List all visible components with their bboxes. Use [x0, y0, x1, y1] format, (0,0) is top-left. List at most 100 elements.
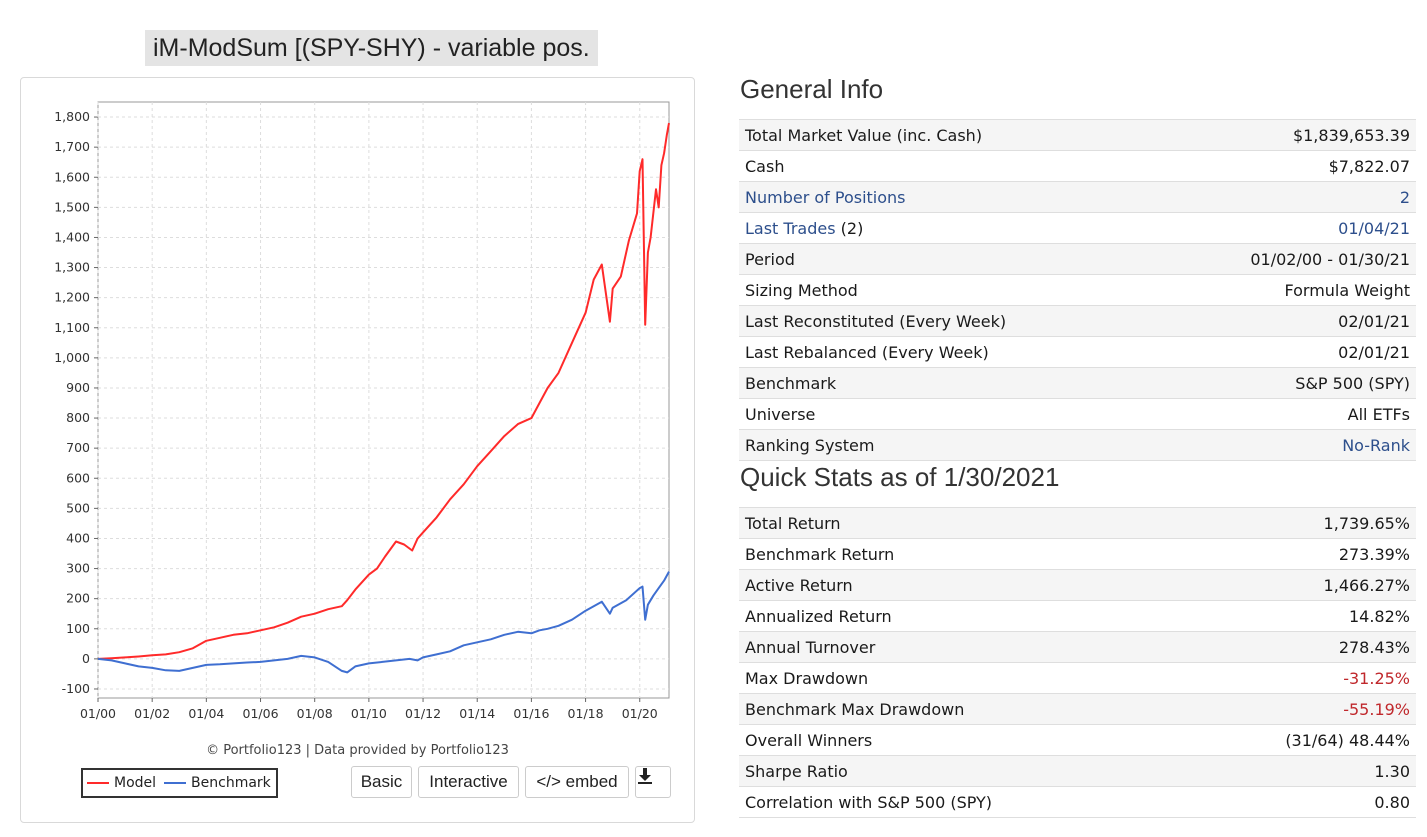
- general-info-row: Cash $7,822.07: [739, 150, 1416, 182]
- quick-stats-label: Annual Turnover: [739, 631, 1183, 663]
- x-tick-label: 01/02: [134, 706, 170, 721]
- y-tick-label: 0: [82, 651, 90, 666]
- download-icon: [638, 768, 652, 784]
- embed-button[interactable]: </> embed: [525, 766, 629, 798]
- general-info-label-text: Sizing Method: [745, 280, 858, 300]
- quick-stats-label-text: Benchmark Max Drawdown: [745, 699, 965, 719]
- general-info-label-text: Benchmark: [745, 373, 837, 393]
- general-info-row: Total Market Value (inc. Cash) $1,839,653…: [739, 119, 1416, 151]
- quick-stats-label-text: Total Return: [745, 513, 841, 533]
- x-tick-label: 01/20: [622, 706, 658, 721]
- quick-stats-title: Quick Stats as of 1/30/2021: [740, 462, 1060, 492]
- general-info-value[interactable]: 2: [1154, 181, 1416, 213]
- general-info-label[interactable]: Number of Positions: [739, 181, 1155, 213]
- general-info-value: $1,839,653.39: [1154, 119, 1416, 151]
- quick-stats-row: Benchmark Max Drawdown -55.19%: [739, 693, 1416, 725]
- y-tick-label: 1,600: [54, 169, 90, 184]
- quick-stats-value: 1.30: [1182, 755, 1416, 787]
- general-info-value[interactable]: No-Rank: [1154, 429, 1416, 461]
- general-info-label: Total Market Value (inc. Cash): [739, 119, 1155, 151]
- quick-stats-row: Max Drawdown -31.25%: [739, 662, 1416, 694]
- x-tick-label: 01/12: [405, 706, 441, 721]
- quick-stats-label-text: Annual Turnover: [745, 637, 876, 657]
- y-tick-label: 1,400: [54, 229, 90, 244]
- quick-stats-label: Benchmark Max Drawdown: [739, 693, 1183, 725]
- x-tick-label: 01/08: [297, 706, 333, 721]
- quick-stats-label-text: Benchmark Return: [745, 544, 895, 564]
- quick-stats-label-text: Max Drawdown: [745, 668, 869, 688]
- quick-stats-value: (31/64) 48.44%: [1182, 724, 1416, 756]
- general-info-value: 02/01/21: [1154, 305, 1416, 337]
- general-info-value[interactable]: 01/04/21: [1154, 212, 1416, 244]
- general-info-table: Total Market Value (inc. Cash) $1,839,653…: [739, 119, 1416, 461]
- quick-stats-row: Annual Turnover 278.43%: [739, 631, 1416, 663]
- quick-stats-value: -31.25%: [1182, 662, 1416, 694]
- general-info-label: Last Rebalanced (Every Week): [739, 336, 1155, 368]
- x-tick-label: 01/10: [351, 706, 387, 721]
- quick-stats-row: Correlation with S&P 500 (SPY) 0.80: [739, 786, 1416, 818]
- quick-stats-value: 273.39%: [1182, 538, 1416, 570]
- general-info-label-text: Total Market Value (inc. Cash): [745, 125, 983, 145]
- general-info-label: Universe: [739, 398, 1155, 430]
- quick-stats-value: 14.82%: [1182, 600, 1416, 632]
- quick-stats-label: Overall Winners: [739, 724, 1183, 756]
- general-info-row: Number of Positions 2: [739, 181, 1416, 213]
- interactive-button[interactable]: Interactive: [418, 766, 519, 798]
- quick-stats-label-text: Sharpe Ratio: [745, 761, 848, 781]
- y-tick-label: 800: [66, 410, 90, 425]
- y-tick-label: 1,000: [54, 350, 90, 365]
- quick-stats-label: Correlation with S&P 500 (SPY): [739, 786, 1183, 818]
- general-info-label-text[interactable]: Last Trades: [745, 218, 836, 238]
- general-info-label: Ranking System: [739, 429, 1155, 461]
- basic-button[interactable]: Basic: [351, 766, 412, 798]
- legend-item-model[interactable]: Model: [87, 775, 156, 791]
- legend-swatch-benchmark: [164, 782, 187, 784]
- x-tick-label: 01/18: [568, 706, 604, 721]
- y-tick-label: 1,500: [54, 199, 90, 214]
- general-info-label-text[interactable]: Number of Positions: [745, 187, 906, 207]
- y-tick-label: 600: [66, 470, 90, 485]
- legend-item-benchmark[interactable]: Benchmark: [164, 775, 271, 791]
- general-info-label-text: Period: [745, 249, 795, 269]
- general-info-title: General Info: [740, 74, 884, 104]
- general-info-label-text: Universe: [745, 404, 816, 424]
- performance-chart[interactable]: -100 0 100 200 300 400 500 600 700 800 900 1,000 1,1…: [21, 78, 694, 738]
- page-title: iM-ModSum [(SPY-SHY) - variable pos.: [145, 30, 598, 66]
- quick-stats-label: Total Return: [739, 507, 1183, 539]
- general-info-label[interactable]: Last Trades (2): [739, 212, 1155, 244]
- y-tick-label: 1,100: [54, 320, 90, 335]
- general-info-value: 02/01/21: [1154, 336, 1416, 368]
- x-tick-label: 01/00: [80, 706, 116, 721]
- quick-stats-value: 278.43%: [1182, 631, 1416, 663]
- quick-stats-label: Max Drawdown: [739, 662, 1183, 694]
- chart-panel: -100 0 100 200 300 400 500 600 700 800 900 1,000 1,1…: [20, 77, 695, 823]
- general-info-value: $7,822.07: [1154, 150, 1416, 182]
- general-info-value: Formula Weight: [1154, 274, 1416, 306]
- general-info-value: S&P 500 (SPY): [1154, 367, 1416, 399]
- general-info-row: Universe All ETFs: [739, 398, 1416, 430]
- y-tick-label: 1,700: [54, 139, 90, 154]
- y-tick-label: 900: [66, 380, 90, 395]
- quick-stats-value: 1,466.27%: [1182, 569, 1416, 601]
- y-tick-label: 100: [66, 621, 90, 636]
- quick-stats-label: Active Return: [739, 569, 1183, 601]
- y-tick-label: 400: [66, 530, 90, 545]
- quick-stats-row: Annualized Return 14.82%: [739, 600, 1416, 632]
- quick-stats-label: Sharpe Ratio: [739, 755, 1183, 787]
- quick-stats-label-text: Active Return: [745, 575, 853, 595]
- y-tick-label: 700: [66, 440, 90, 455]
- y-tick-label: 500: [66, 500, 90, 515]
- general-info-label-suffix: (2): [835, 218, 864, 238]
- benchmark-series-line: [97, 571, 670, 674]
- general-info-label: Cash: [739, 150, 1155, 182]
- quick-stats-value: -55.19%: [1182, 693, 1416, 725]
- chart-credit: © Portfolio123 | Data provided by Portfo…: [206, 743, 509, 758]
- y-tick-label: -100: [62, 681, 90, 696]
- quick-stats-label: Annualized Return: [739, 600, 1183, 632]
- general-info-row: Ranking System No-Rank: [739, 429, 1416, 461]
- legend-swatch-model: [87, 782, 109, 784]
- download-button[interactable]: [635, 766, 671, 798]
- general-info-row: Last Rebalanced (Every Week) 02/01/21: [739, 336, 1416, 368]
- general-info-label: Sizing Method: [739, 274, 1155, 306]
- quick-stats-label-text: Annualized Return: [745, 606, 892, 626]
